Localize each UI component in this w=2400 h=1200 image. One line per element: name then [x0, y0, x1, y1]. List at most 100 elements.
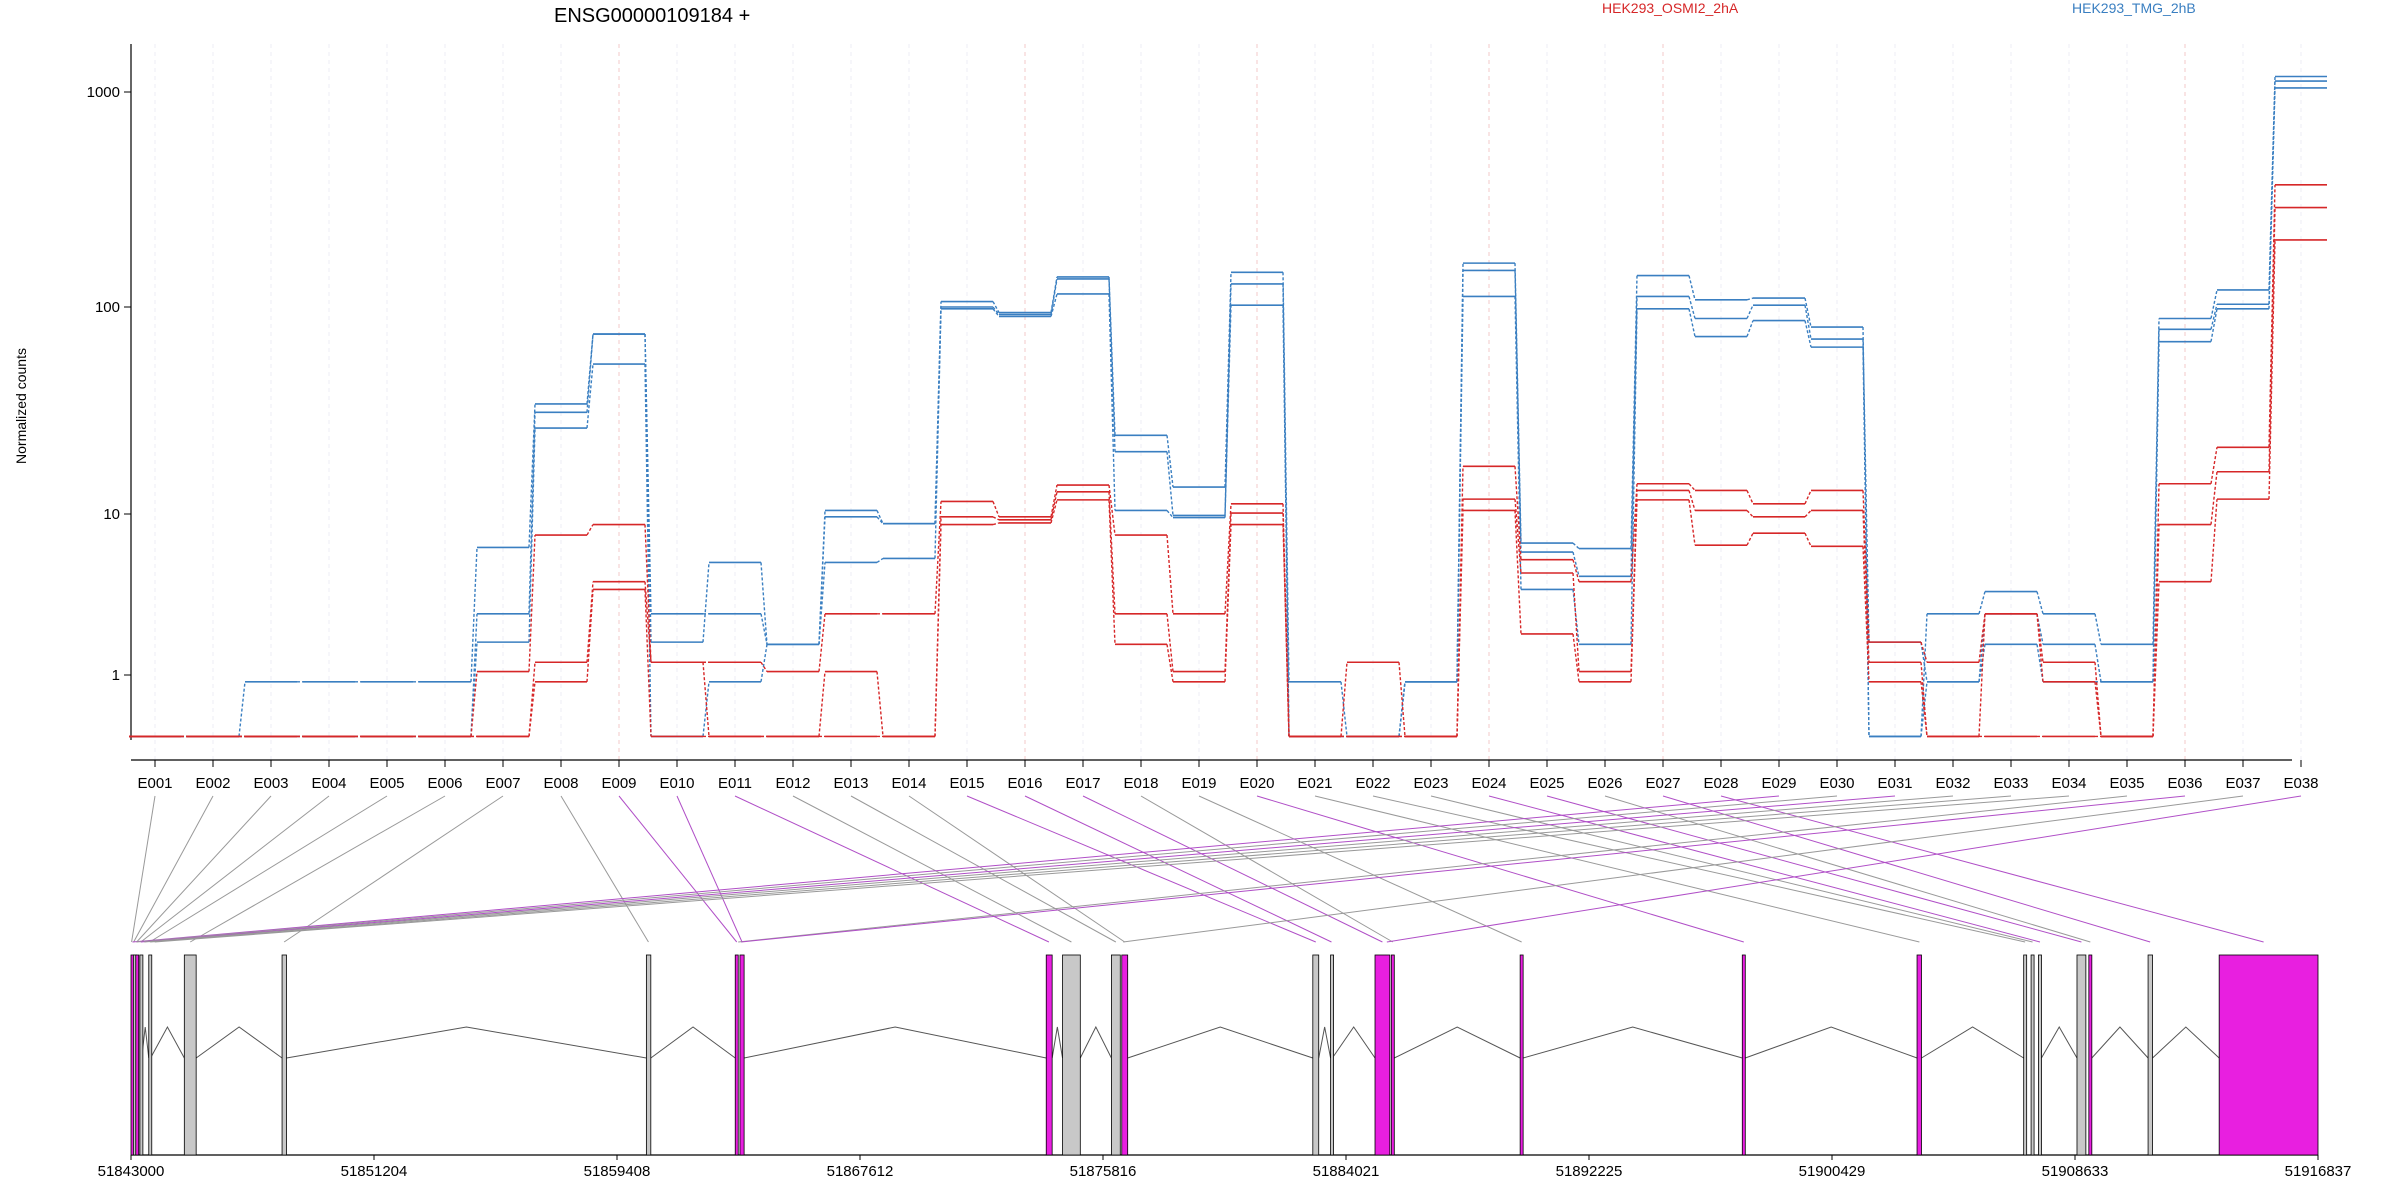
x-tick-label-E025: E025 — [1529, 775, 1564, 792]
guide-E020 — [1256, 795, 1744, 943]
step-E019 — [1224, 524, 1232, 682]
step-E012 — [818, 562, 826, 645]
x-tick-label-E022: E022 — [1355, 775, 1390, 792]
exon-block-20 — [1741, 954, 1746, 1156]
x-tick-label-E033: E033 — [1993, 775, 2028, 792]
step-E034 — [2094, 644, 2102, 682]
guide-E028 — [1720, 795, 2264, 943]
genomic-coordinate-labels: 51843000 51851204 51859408 51867612 51875816… — [98, 1155, 2351, 1180]
step-E031 — [1920, 681, 1928, 737]
step-E028 — [1746, 320, 1754, 337]
exon-block-12 — [1062, 954, 1081, 1156]
step-E027 — [1688, 483, 1696, 491]
step-E037 — [2268, 239, 2276, 500]
step-E031 — [1920, 641, 1928, 663]
x-tick-label-E035: E035 — [2109, 775, 2144, 792]
x-tick-label-E031: E031 — [1877, 775, 1912, 792]
x-tick-label-E008: E008 — [543, 775, 578, 792]
exon-block-24 — [2038, 954, 2042, 1156]
step-E025 — [1572, 589, 1580, 645]
x-tick-label-E036: E036 — [2167, 775, 2202, 792]
step-E036 — [2210, 308, 2218, 342]
x-tick-label-E012: E012 — [775, 775, 810, 792]
step-E016 — [1050, 499, 1058, 524]
x-tick-label-E011: E011 — [718, 775, 752, 792]
guide-E010 — [676, 795, 743, 943]
step-E033 — [2036, 591, 2044, 614]
exon-block-10 — [739, 954, 745, 1156]
step-E011 — [760, 644, 768, 682]
step-E026 — [1630, 308, 1638, 645]
y-tick-label-1: 1 — [112, 667, 120, 684]
x-tick-label-E034: E034 — [2051, 775, 2086, 792]
step-E031 — [1920, 642, 1928, 682]
step-E033 — [2036, 613, 2044, 682]
step-E010 — [702, 681, 710, 737]
step-E011 — [760, 661, 768, 672]
coord-label-51875816: 51875816 — [1070, 1163, 1137, 1180]
guide-E006 — [189, 795, 446, 943]
step-E023 — [1456, 510, 1464, 737]
guide-E008 — [560, 795, 649, 943]
intron-7 — [286, 1026, 647, 1059]
guide-E007 — [283, 795, 504, 943]
step-E035 — [2152, 341, 2160, 682]
series-tmg-1 — [129, 80, 2327, 738]
x-tick-label-E016: E016 — [1007, 775, 1042, 792]
exon-block-19 — [1519, 954, 1524, 1156]
x-axis-bins: E001 E002 E003 E004 E005 E006 E007 E008 E009 E010… — [137, 760, 2319, 792]
step-E034 — [2094, 662, 2102, 737]
x-tick-label-E027: E027 — [1645, 775, 1680, 792]
intron-24 — [2041, 1025, 2078, 1059]
y-tick-label-100: 100 — [95, 299, 120, 316]
guide-E001 — [131, 795, 156, 943]
step-E011 — [760, 562, 768, 645]
x-tick-label-E019: E019 — [1181, 775, 1216, 792]
step-E009 — [644, 589, 652, 737]
guide-E035 — [738, 795, 2128, 943]
step-E018 — [1166, 535, 1174, 614]
guide-E015 — [966, 795, 1316, 943]
step-E030 — [1862, 510, 1870, 663]
step-E034 — [2094, 681, 2102, 737]
step-E018 — [1166, 510, 1174, 519]
coord-label-51892225: 51892225 — [1556, 1163, 1623, 1180]
guide-E024 — [1488, 795, 2041, 943]
guide-E023 — [1430, 795, 2033, 943]
step-E014 — [934, 308, 942, 559]
series-osmi2-5 — [129, 239, 2327, 738]
step-E029 — [1804, 305, 1812, 340]
exon-block-27 — [2147, 954, 2153, 1156]
guide-E029 — [132, 795, 1780, 943]
x-tick-label-E005: E005 — [369, 775, 404, 792]
exon-block-11 — [1045, 954, 1053, 1156]
exon-blocks — [130, 954, 2319, 1156]
coord-label-51908633: 51908633 — [2042, 1163, 2109, 1180]
guide-E021 — [1314, 795, 1920, 943]
step-E011 — [760, 613, 768, 645]
step-E029 — [1804, 532, 1812, 547]
guide-E004 — [140, 795, 330, 943]
coord-label-51851204: 51851204 — [341, 1163, 408, 1180]
intron-11 — [1051, 1026, 1064, 1059]
intron-16 — [1331, 1026, 1376, 1059]
step-E020 — [1282, 272, 1290, 682]
x-tick-label-E014: E014 — [891, 775, 926, 792]
step-E007 — [528, 681, 536, 737]
intron-6 — [195, 1026, 283, 1059]
step-E014 — [934, 306, 942, 524]
step-E015 — [992, 308, 1000, 317]
coord-label-51900429: 51900429 — [1799, 1163, 1866, 1180]
step-E036 — [2210, 447, 2218, 484]
step-E018 — [1166, 644, 1174, 682]
step-E037 — [2268, 87, 2276, 309]
step-E015 — [992, 522, 1000, 526]
x-tick-label-E002: E002 — [195, 775, 230, 792]
x-tick-label-E013: E013 — [833, 775, 868, 792]
step-E029 — [1804, 509, 1812, 518]
guide-E038 — [1386, 795, 2302, 943]
exon-block-13 — [1110, 954, 1121, 1156]
guide-E018 — [1140, 795, 1394, 943]
step-E012 — [818, 671, 826, 737]
step-E030 — [1862, 546, 1870, 682]
